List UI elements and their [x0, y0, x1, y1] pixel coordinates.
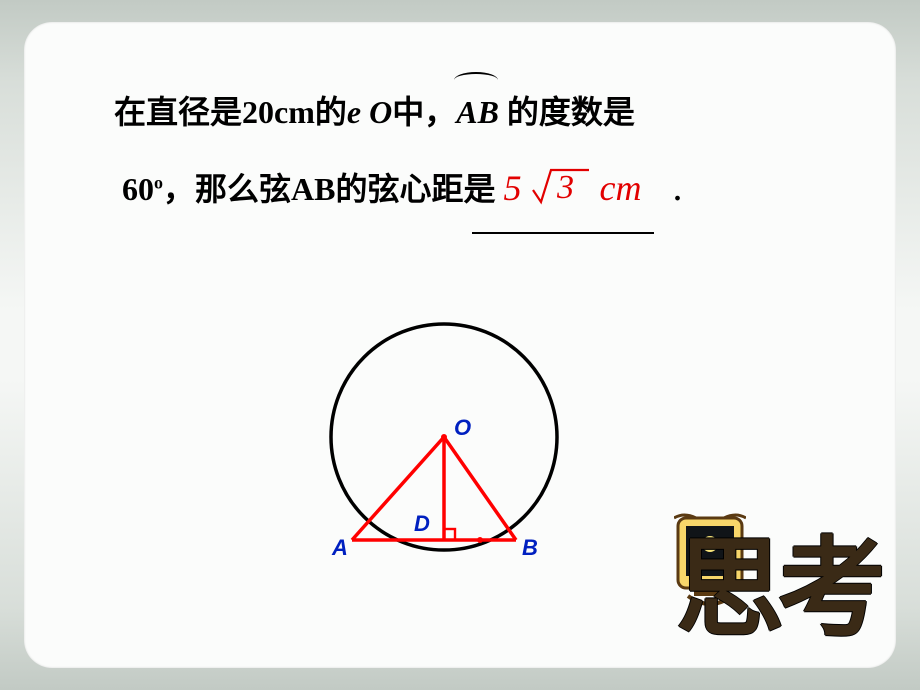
- sqrt-icon: 3: [531, 166, 591, 206]
- svg-text:D: D: [414, 511, 430, 536]
- t-mid1: 的: [315, 94, 347, 130]
- t-arc-ab: AB: [456, 94, 499, 130]
- svg-text:O: O: [454, 415, 471, 440]
- problem-text: 在直径是20cm的e O中，AB 的度数是 60o，那么弦AB的弦心距是 5 3…: [114, 80, 814, 228]
- t-angle: 60: [122, 171, 154, 207]
- answer: 5 3 cm: [504, 168, 651, 208]
- ans-5: 5: [504, 168, 522, 208]
- svg-text:B: B: [522, 535, 538, 560]
- ans-3: 3: [556, 169, 574, 206]
- thought-label: 思考: [676, 502, 880, 658]
- t-mid2b: 的弦心距是: [335, 171, 495, 207]
- t-mid: 那么弦: [195, 171, 291, 207]
- t-deg: o: [154, 172, 163, 192]
- thought-decor: 思考: [620, 498, 880, 658]
- geometry-figure: O A B D: [294, 287, 594, 592]
- t-p1: ，: [163, 171, 195, 207]
- t-prefix: 在直径是: [114, 94, 242, 130]
- t-circ-O: O: [369, 94, 392, 130]
- t-suffix: 的度数是: [507, 94, 635, 130]
- svg-text:A: A: [331, 535, 348, 560]
- t-chord: AB: [291, 171, 335, 207]
- figure-svg: O A B D: [294, 287, 594, 587]
- t-mid2: 中，: [392, 94, 456, 130]
- answer-blank: [472, 232, 654, 234]
- t-diam: 20cm: [242, 94, 315, 130]
- t-period: .: [672, 164, 682, 209]
- ans-unit: cm: [600, 168, 642, 208]
- t-circ-sym: e: [347, 94, 361, 130]
